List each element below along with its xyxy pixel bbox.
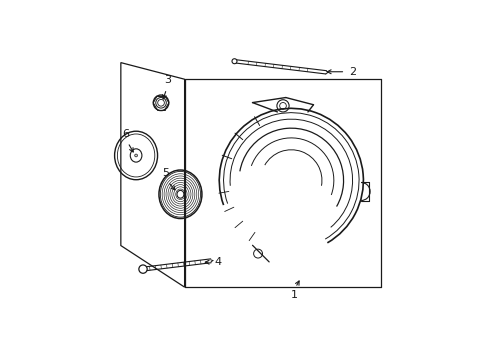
Ellipse shape (135, 154, 138, 157)
Circle shape (139, 265, 147, 273)
Text: 1: 1 (291, 291, 297, 301)
Text: 5: 5 (162, 168, 169, 178)
Text: 2: 2 (349, 67, 357, 77)
Circle shape (232, 59, 237, 64)
Text: 6: 6 (122, 129, 129, 139)
Text: 4: 4 (215, 257, 221, 267)
Text: 3: 3 (164, 75, 171, 85)
